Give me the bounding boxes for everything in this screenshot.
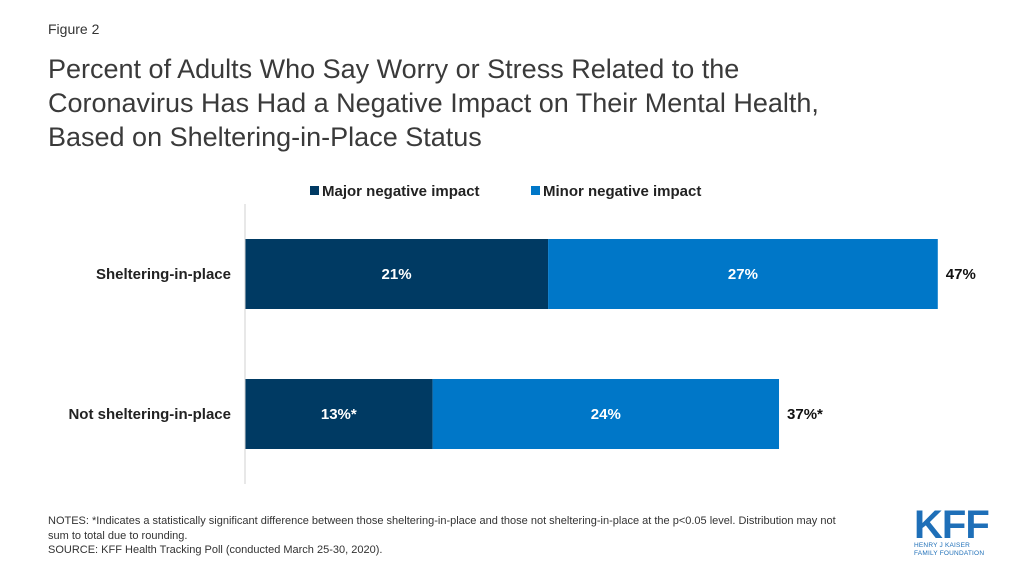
chart-bars (245, 239, 938, 449)
chart-title-line-3: Based on Sheltering-in-Place Status (48, 122, 482, 152)
kff-logo-line-2: FAMILY FOUNDATION (914, 549, 985, 557)
figure-label: Figure 2 (48, 21, 100, 37)
bar-1-series-2 (548, 239, 938, 309)
chart-title: Percent of Adults Who Say Worry or Stres… (48, 52, 968, 154)
source-line: SOURCE: KFF Health Tracking Poll (conduc… (48, 544, 383, 556)
total-label-1: 47% (946, 266, 976, 283)
legend-label-1: Major negative impact (322, 183, 480, 200)
legend-swatch-1 (310, 186, 319, 195)
data-label-2-series-2: 24% (591, 406, 621, 423)
legend-swatch-2 (531, 186, 540, 195)
notes-line-2: sum to total due to rounding. (48, 529, 188, 542)
data-label-1-series-1: 21% (382, 266, 412, 283)
chart-labels: Sheltering-in-place 21% 27% 47% Not shelteri… (68, 266, 975, 423)
category-label-2: Not sheltering-in-place (68, 406, 231, 423)
chart-notes: NOTES: *Indicates a statistically signif… (48, 514, 898, 558)
data-label-1-series-2: 27% (728, 266, 758, 283)
kff-logo-subtitle: HENRY J KAISER FAMILY FOUNDATION (914, 542, 994, 557)
chart-legend: Major negative impact Minor negative impa… (310, 183, 701, 200)
legend-label-2: Minor negative impact (543, 183, 701, 200)
category-label-1: Sheltering-in-place (96, 266, 231, 283)
bar-1-series-1 (245, 239, 549, 309)
chart-title-line-2: Coronavirus Has Had a Negative Impact on… (48, 88, 819, 118)
kff-logo: KFF HENRY J KAISER FAMILY FOUNDATION (914, 503, 994, 560)
chart-title-line-1: Percent of Adults Who Say Worry or Stres… (48, 54, 740, 84)
bar-2-series-2 (432, 379, 780, 449)
bar-2-series-1 (245, 379, 433, 449)
kff-logo-line-1: HENRY J KAISER (914, 542, 971, 549)
total-label-2: 37%* (787, 406, 823, 423)
kff-logo-mark: KFF (914, 503, 990, 547)
data-label-2-series-1: 13%* (321, 406, 357, 423)
notes-line-1: NOTES: *Indicates a statistically signif… (48, 515, 836, 527)
